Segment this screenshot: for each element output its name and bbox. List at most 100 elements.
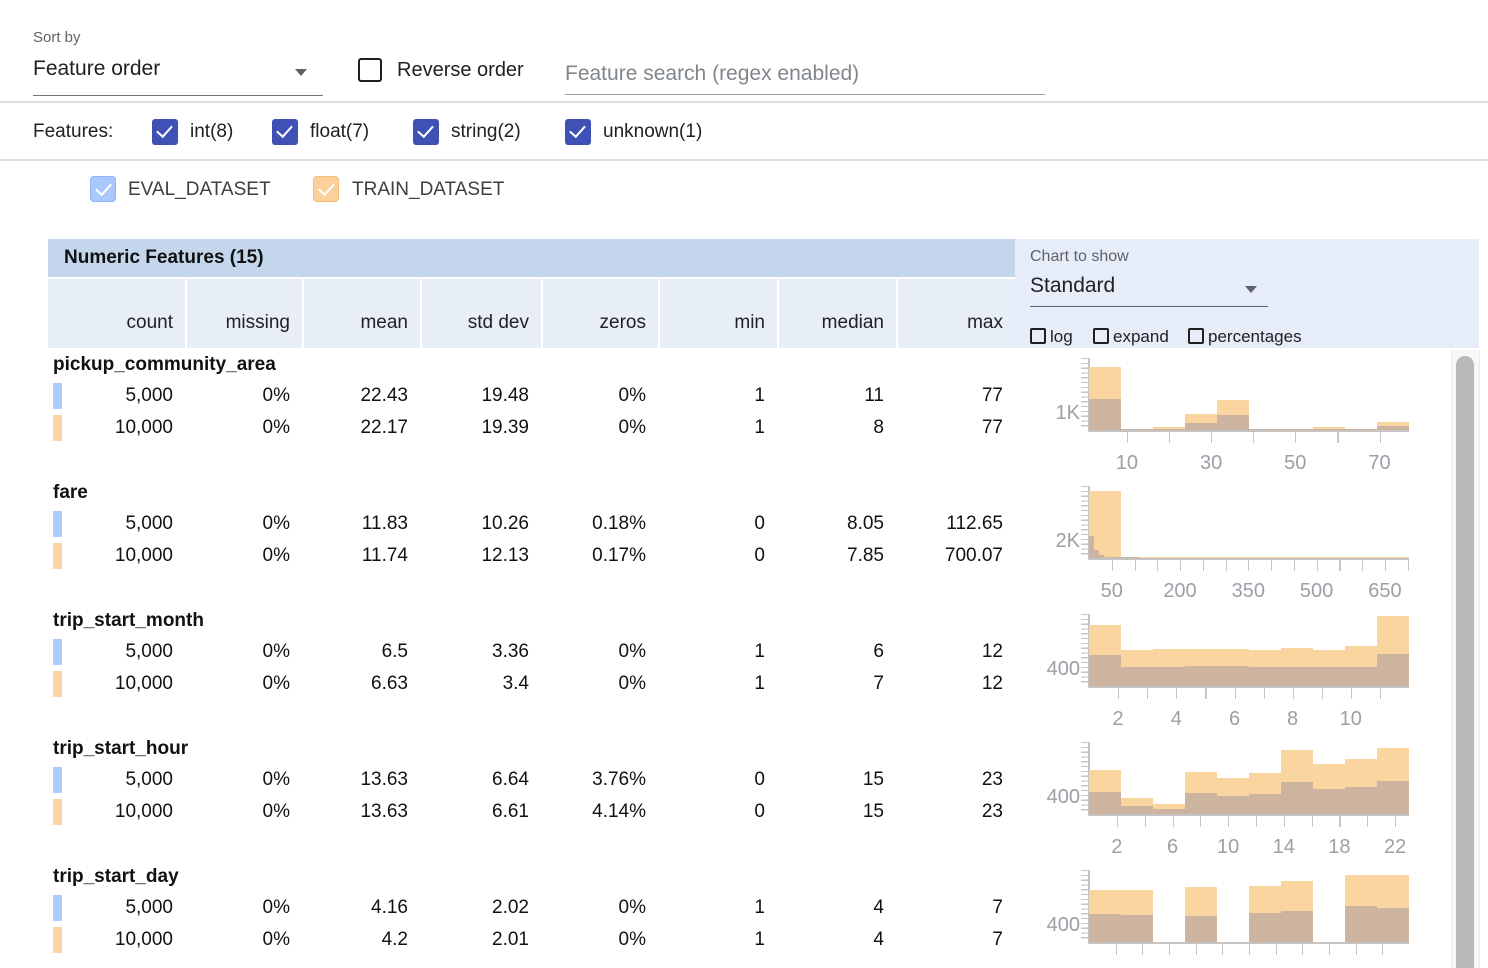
histogram-trip_start_month: 400246810 [1028,608,1440,736]
histogram-bar [1249,913,1281,942]
column-header-missing: missing [187,279,302,348]
y-axis-ruler [1081,486,1088,558]
sort-order-value: Feature order [33,57,160,80]
x-axis-tick-label: 200 [1150,580,1210,603]
column-header-std-dev: std dev [422,279,541,348]
eval-dataset-checkbox[interactable] [90,176,116,202]
histogram-bar [1281,782,1313,814]
cell-min: 1 [658,382,777,410]
cell-max: 23 [896,766,1015,794]
table-row: 10,0000%13.636.614.14%01523 [0,798,1015,826]
sort-order-select[interactable]: Feature order [33,57,323,97]
filter-checkbox-unknown[interactable] [565,119,591,145]
cell-std-dev: 3.36 [420,638,541,666]
histogram-bar [1249,557,1281,558]
y-axis-ruler [1081,358,1088,430]
histogram-bar [1313,557,1345,558]
histogram-bar [1345,557,1377,558]
histogram-bar [1345,906,1377,942]
scrollbar-thumb[interactable] [1456,356,1474,968]
percentages-checkbox[interactable] [1188,328,1204,344]
percentages-label: percentages [1208,327,1302,347]
cell-max: 23 [896,798,1015,826]
histogram-bar [1281,557,1313,558]
x-axis-tick-label: 50 [1265,452,1325,475]
cell-min: 0 [658,510,777,538]
x-axis-tick [1180,560,1181,571]
x-axis-tick [1176,688,1177,699]
histogram-trip_start_hour: 4002610141822 [1028,736,1440,864]
cell-mean: 11.83 [302,510,420,538]
feature-block-trip_start_hour: trip_start_hour 5,0000%13.636.643.76%0152… [0,736,1488,864]
filter-checkbox-int[interactable] [152,119,178,145]
cell-missing: 0% [185,894,302,922]
x-axis-tick [1380,432,1381,443]
x-axis-tick [1256,816,1257,827]
chart-type-value: Standard [1030,274,1115,297]
filter-label-unknown: unknown(1) [603,121,702,143]
log-checkbox[interactable] [1030,328,1046,344]
cell-zeros: 0% [541,670,658,698]
feature-name: trip_start_hour [53,738,188,760]
cell-zeros: 0% [541,926,658,954]
x-axis-tick [1367,816,1368,827]
train-dataset-checkbox[interactable] [313,176,339,202]
feature-name: pickup_community_area [53,354,276,376]
x-axis-tick [1322,688,1323,699]
table-row: 5,0000%13.636.643.76%01523 [0,766,1015,794]
x-axis-tick [1116,944,1117,955]
y-axis-tick-label: 2K [1028,530,1080,553]
eval-dataset-label: EVAL_DATASET [128,179,271,201]
y-axis-tick-label: 400 [1028,786,1080,809]
histogram-bar [1153,557,1185,558]
x-axis-tick-label: 8 [1263,708,1323,731]
facets-overview: Sort by Feature order Reverse order Feat… [0,0,1488,968]
chart-type-select[interactable]: Standard [1030,274,1268,308]
reverse-order-checkbox[interactable] [358,58,382,82]
filter-checkbox-float[interactable] [272,119,298,145]
cell-count: 5,000 [48,382,185,410]
cell-min: 0 [658,766,777,794]
histogram-bar [1377,426,1409,430]
y-axis-ruler [1081,614,1088,686]
cell-std-dev: 19.48 [420,382,541,410]
cell-missing: 0% [185,382,302,410]
cell-count: 10,000 [48,926,185,954]
x-axis-tick-label: 4 [1146,708,1206,731]
cell-median: 7 [777,670,896,698]
column-header-count: count [48,279,185,348]
column-header-max: max [898,279,1015,348]
column-header-min: min [660,279,777,348]
histogram-bar [1377,557,1409,558]
histogram-bar [1313,789,1345,814]
feature-search-input[interactable] [565,54,1045,95]
histogram-bar [1153,667,1185,687]
histogram-fare: 2K50200350500650 [1028,480,1440,608]
x-axis-tick [1408,560,1409,571]
cell-count: 5,000 [48,638,185,666]
x-axis-tick-label: 6 [1205,708,1265,731]
cell-median: 15 [777,766,896,794]
x-axis-tick [1362,560,1363,571]
x-axis-tick [1226,560,1227,571]
cell-max: 77 [896,382,1015,410]
cell-median: 8.05 [777,510,896,538]
x-axis-tick [1339,560,1340,571]
cell-missing: 0% [185,414,302,442]
cell-count: 10,000 [48,670,185,698]
chevron-down-icon [1245,286,1257,293]
y-axis-ruler [1081,742,1088,814]
cell-zeros: 0% [541,414,658,442]
chevron-down-icon [295,69,307,76]
filter-label-string: string(2) [451,121,521,143]
x-axis-tick [1112,560,1113,571]
cell-missing: 0% [185,638,302,666]
table-row: 5,0000%4.162.020%147 [0,894,1015,922]
histogram-bar [1153,429,1185,430]
expand-checkbox[interactable] [1093,328,1109,344]
histogram-bar [1185,793,1217,814]
x-axis-tick [1127,432,1128,443]
cell-zeros: 0% [541,638,658,666]
filter-checkbox-string[interactable] [413,119,439,145]
cell-max: 7 [896,894,1015,922]
